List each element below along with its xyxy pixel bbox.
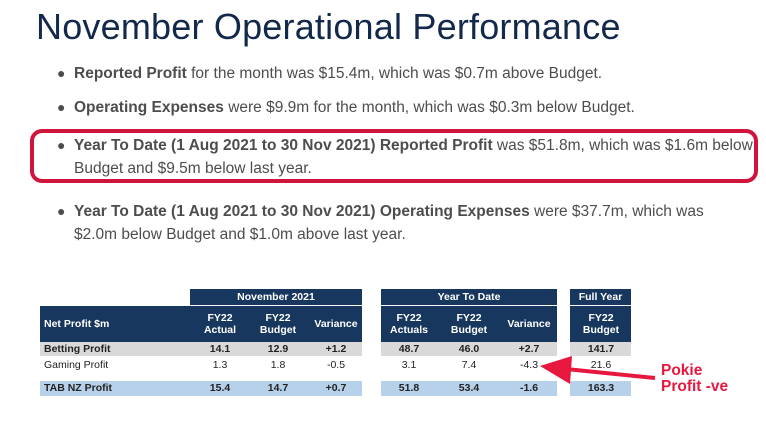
column-header-nov-variance: Variance [314,318,358,330]
table-cell: 48.7 [398,343,420,355]
bullet-text: was $51.8m, which was $1.6m below Budget… [74,137,753,177]
bullet-bold-text: Operating Expenses [74,99,224,116]
table-cell: 14.1 [209,343,231,355]
column-header-nov-budget: FY22 Budget [259,312,297,336]
bullet-text: were $9.9m for the month, which was $0.3… [223,99,635,116]
annotation-line: Profit -ve [661,378,729,395]
bullet-bold-text: Reported Profit [74,65,187,82]
table-cell: 12.9 [267,343,289,355]
bullet-text: for the month was $15.4m, which was $0.7… [186,65,603,82]
bullet-dot-icon: ● [57,203,66,219]
arrow-head-icon [540,356,572,384]
table-cell: 53.4 [458,382,480,394]
bullet-item: ● Year To Date (1 Aug 2021 to 30 Nov 202… [48,200,748,246]
table-cell: 1.8 [270,359,286,371]
row-header: Net Profit $m [44,318,110,330]
bullet-bold-text: Year To Date (1 Aug 2021 to 30 Nov 2021)… [74,203,530,220]
table-cell: 1.3 [212,359,228,371]
bullet-item: ● Reported Profit for the month was $15.… [48,62,602,85]
column-header-ytd-variance: Variance [507,318,551,330]
bullet-item: ● Operating Expenses were $9.9m for the … [48,96,635,119]
bullet-item: ● Year To Date (1 Aug 2021 to 30 Nov 202… [48,134,758,180]
table-cell: 46.0 [458,343,480,355]
bullet-dot-icon: ● [57,137,66,153]
table-cell: 3.1 [401,359,417,371]
row-band [570,381,631,396]
table-cell: -4.3 [519,359,539,371]
arrow-shaft [565,367,656,380]
row-label: TAB NZ Profit [44,382,113,394]
table-cell: 7.4 [461,359,477,371]
highlight-box [30,129,758,183]
column-header-ytd-budget: FY22 Budget [450,312,488,336]
bullet-bold-text: Year To Date (1 Aug 2021 to 30 Nov 2021)… [74,137,493,154]
group-header-ytd: Year To Date [381,289,557,305]
row-band [40,342,362,356]
table-cell: -0.5 [326,359,346,371]
table-cell: 163.3 [587,382,615,394]
bullet-dot-icon: ● [57,99,66,115]
row-label: Gaming Profit [44,359,109,371]
column-header-ytd-actuals: FY22 Actuals [390,312,428,336]
row-band [40,381,362,396]
page-title: November Operational Performance [36,6,621,47]
bullet-text: were $37.7m, which was $2.0m below Budge… [74,203,704,243]
group-header-full-year: Full Year [570,289,631,305]
annotation-line: Pokie [661,362,703,379]
table-cell: 15.4 [209,382,231,394]
annotation-text: Pokie Profit -ve [661,363,728,395]
row-band [381,342,557,356]
table-cell: -1.6 [519,382,539,394]
row-band [570,342,631,356]
table-cell: 141.7 [587,343,615,355]
table-cell: +1.2 [325,343,347,355]
table-cell: +0.7 [325,382,347,394]
table-cell: 14.7 [267,382,289,394]
table-cell: +2.7 [518,343,540,355]
column-header-band [570,306,631,342]
bullet-dot-icon: ● [57,65,66,81]
column-header-band [40,306,362,342]
table-cell: 51.8 [398,382,420,394]
column-header-nov-actual: FY22 Actual [203,312,237,336]
group-header-november: November 2021 [190,289,362,305]
row-band [381,381,557,396]
row-label: Betting Profit [44,343,111,355]
column-header-fy-budget: FY22 Budget [582,312,620,336]
table-cell: 21.6 [590,359,612,371]
column-header-band [381,306,557,342]
